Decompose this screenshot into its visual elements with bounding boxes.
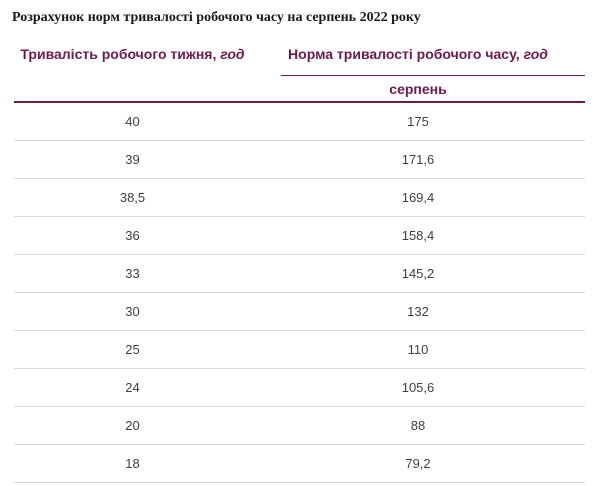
- page-title: Розрахунок норм тривалості робочого часу…: [12, 10, 421, 25]
- table-row: 33 145,2: [14, 254, 585, 293]
- header-row-month: серпень: [14, 75, 585, 103]
- table-row: 25 110: [14, 330, 585, 369]
- week-hours-cell: 25: [14, 330, 281, 369]
- norm-hours-cell: 105,6: [281, 368, 585, 407]
- norm-hours-cell: 169,4: [281, 178, 585, 217]
- table-row: 24 105,6: [14, 368, 585, 407]
- norm-hours-cell: 132: [281, 292, 585, 331]
- week-hours-cell: 20: [14, 406, 281, 445]
- norm-hours-cell: 171,6: [281, 140, 585, 179]
- column-header-norm-label: Норма тривалості робочого часу,: [288, 46, 520, 62]
- column-header-norm: Норма тривалості робочого часу, год: [281, 40, 585, 76]
- week-hours-cell: 38,5: [14, 178, 281, 217]
- week-hours-cell: 40: [14, 102, 281, 141]
- week-hours-cell: 18: [14, 444, 281, 483]
- week-hours-cell: 36: [14, 216, 281, 255]
- table-row: 20 88: [14, 406, 585, 445]
- column-header-norm-unit: год: [523, 46, 548, 62]
- norm-hours-cell: 175: [281, 102, 585, 141]
- table-body: 40 175 39 171,6 38,5 169,4 36 158,4 33 1…: [14, 102, 585, 483]
- table-row: 38,5 169,4: [14, 178, 585, 217]
- norm-hours-cell: 110: [281, 330, 585, 369]
- table-row: 36 158,4: [14, 216, 585, 255]
- week-hours-cell: 30: [14, 292, 281, 331]
- column-subheader-month: серпень: [281, 75, 585, 103]
- norm-hours-cell: 88: [281, 406, 585, 445]
- column-header-week-duration-unit: год: [220, 46, 245, 62]
- table-row: 30 132: [14, 292, 585, 331]
- table-row: 39 171,6: [14, 140, 585, 179]
- week-hours-cell: 33: [14, 254, 281, 293]
- norm-hours-cell: 145,2: [281, 254, 585, 293]
- week-hours-cell: 24: [14, 368, 281, 407]
- column-header-week-duration-label: Тривалість робочого тижня,: [20, 46, 217, 62]
- column-header-week-duration: Тривалість робочого тижня, год: [14, 40, 281, 103]
- table-row: 40 175: [14, 102, 585, 141]
- norm-hours-cell: 158,4: [281, 216, 585, 255]
- table-row: 18 79,2: [14, 444, 585, 483]
- working-time-norms-table: Тривалість робочого тижня, год Норма три…: [14, 40, 585, 483]
- table-header: Тривалість робочого тижня, год Норма три…: [14, 40, 585, 103]
- norm-hours-cell: 79,2: [281, 444, 585, 483]
- week-hours-cell: 39: [14, 140, 281, 179]
- header-row-main: Тривалість робочого тижня, год Норма три…: [14, 40, 585, 103]
